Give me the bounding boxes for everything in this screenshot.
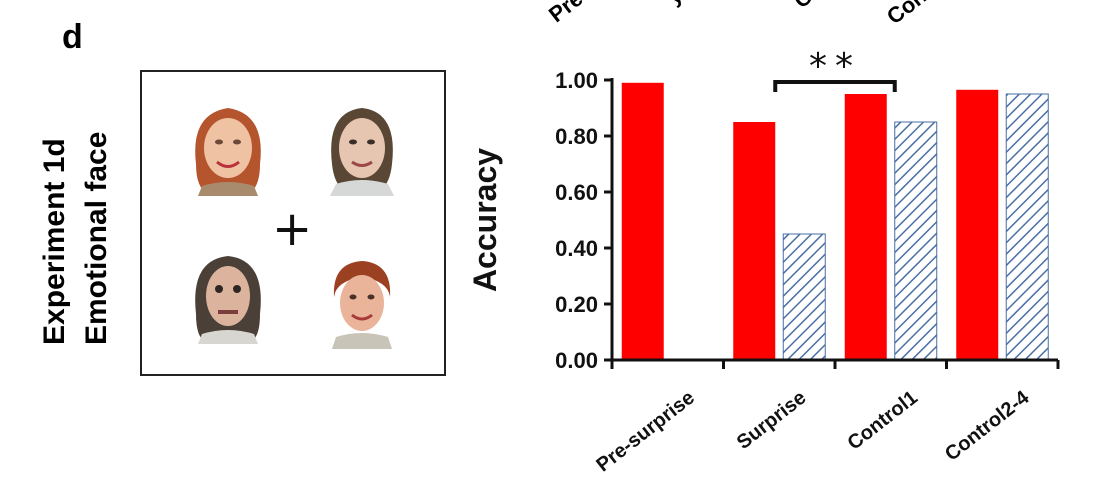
face-bottom-left [195, 256, 261, 344]
top-partial-label: Pre-s [543, 0, 603, 28]
y-tick-label: 0.80 [555, 124, 598, 149]
bar-hatched [1005, 93, 1049, 361]
bar-hatched [894, 121, 938, 361]
top-partial-label: Cont [881, 0, 937, 30]
bar-solid [621, 82, 664, 361]
bar-solid [956, 89, 999, 361]
y-tick-label: 0.20 [555, 292, 598, 317]
fixation-cross: + [272, 201, 313, 257]
face-top-left [195, 108, 261, 196]
accuracy-bar-chart: 0.00 0.20 0.40 0.60 0.80 1.00 Accuracy Pre-surp… [467, 46, 1060, 477]
x-tick-label: Pre-surprise [592, 387, 698, 477]
x-tick-label: Control2-4 [941, 386, 1034, 465]
bar-solid [844, 94, 887, 360]
y-tick-label: 0.40 [555, 236, 598, 261]
x-tick-label: Control1 [843, 387, 921, 455]
face-bottom-right [332, 261, 392, 349]
condition-label: Emotional face [80, 131, 113, 345]
y-axis-label: Accuracy [467, 148, 503, 292]
bar-hatched [782, 233, 826, 361]
top-partial-label: y [662, 0, 688, 10]
y-tick-label: 1.00 [555, 68, 598, 93]
y-tick-label: 0.00 [555, 348, 598, 373]
top-partial-label: Co [789, 0, 828, 14]
experiment-label: Experiment 1d [38, 138, 71, 345]
bar-solid [733, 122, 776, 360]
x-tick-label: Surprise [733, 387, 810, 454]
face-top-right [330, 108, 394, 196]
significance-bracket [773, 80, 897, 92]
significance-label: ** [809, 46, 861, 87]
stimulus-frame [140, 70, 446, 376]
panel-letter: d [62, 18, 83, 56]
y-tick-label: 0.60 [555, 180, 598, 205]
